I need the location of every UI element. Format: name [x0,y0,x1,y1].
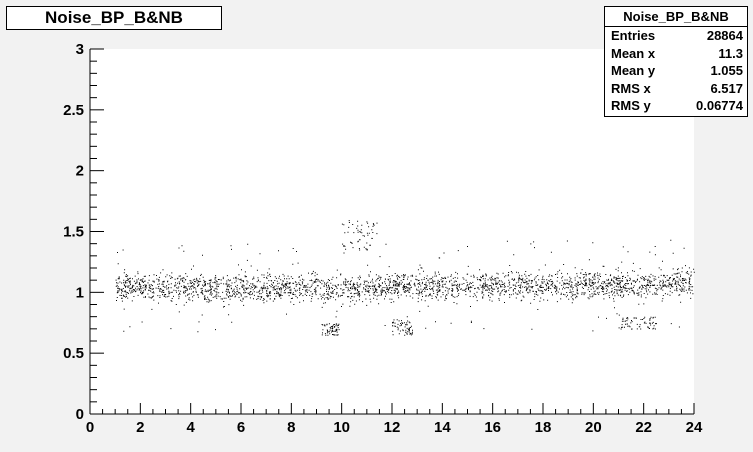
y-tick-label: 0 [76,406,84,423]
x-tick-label: 4 [186,419,195,436]
stats-label: RMS y [611,98,651,113]
y-tick-label: 2.5 [63,102,84,119]
x-tick-label: 20 [585,419,602,436]
x-tick-label: 2 [136,419,144,436]
x-tick-label: 0 [86,419,94,436]
y-tick-label: 0.5 [63,345,84,362]
scatter-points [115,220,695,336]
y-tick-label: 3 [76,41,84,58]
x-tick-label: 22 [635,419,652,436]
stats-title: Noise_BP_B&NB [605,7,747,27]
stats-value: 28864 [706,28,743,43]
x-tick-label: 6 [237,419,245,436]
data-points [115,220,695,336]
stats-box: Noise_BP_B&NB Entries 28864 Mean x 11.3 … [604,6,748,117]
x-tick-label: 8 [287,419,295,436]
stats-value: 1.055 [710,63,743,78]
y-tick-label: 1 [76,284,84,301]
x-tick-label: 18 [535,419,552,436]
stats-row-rms-x: RMS x 6.517 [605,80,747,98]
x-tick-label: 16 [484,419,501,436]
stats-row-entries: Entries 28864 [605,27,747,45]
stats-row-rms-y: RMS y 0.06774 [605,97,747,115]
stats-label: Entries [611,28,656,43]
stats-value: 6.517 [710,80,743,96]
plot-frame [90,49,694,414]
x-tick-label: 10 [333,419,350,436]
stats-row-mean-x: Mean x 11.3 [605,45,747,63]
stats-label: Mean x [611,45,656,61]
stats-value: 0.06774 [696,98,743,113]
stats-label: Mean y [611,63,656,78]
stats-label: RMS x [611,80,651,96]
y-tick-label: 2 [76,163,84,180]
y-tick-label: 1.5 [63,224,84,241]
x-tick-label: 14 [434,419,451,436]
stats-value: 11.3 [718,45,743,61]
stats-row-mean-y: Mean y 1.055 [605,62,747,80]
x-tick-label: 24 [686,419,703,436]
x-tick-label: 12 [384,419,401,436]
histogram-title: Noise_BP_B&NB [6,6,222,30]
